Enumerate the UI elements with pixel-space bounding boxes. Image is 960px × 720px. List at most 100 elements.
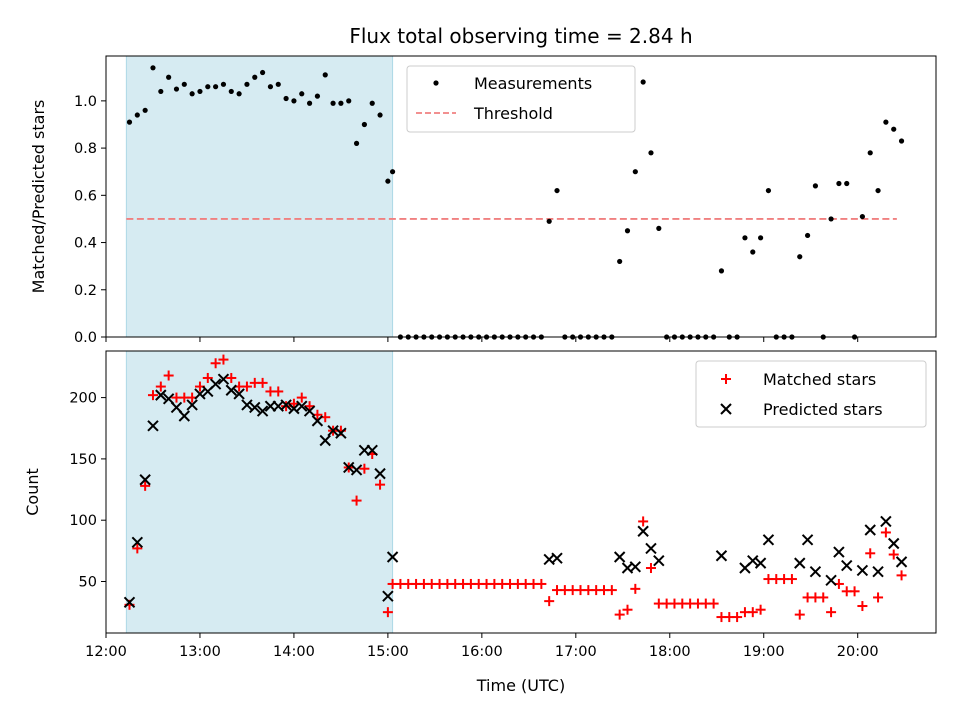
measurement-point-99 [898, 138, 905, 144]
matched-star-point-67 [645, 563, 656, 574]
matched-star-point-15 [241, 381, 252, 392]
predicted-star-point-16 [249, 401, 261, 414]
matched-star-point-75 [708, 598, 719, 609]
predicted-star-point-11 [209, 378, 222, 390]
predicted-star-point-20 [280, 399, 292, 411]
measurement-point-68 [656, 225, 662, 231]
measurement-point-10 [205, 84, 211, 90]
predicted-star-point-45 [747, 554, 759, 567]
predicted-star-point-34 [386, 551, 399, 563]
measurement-point-9 [197, 88, 203, 95]
predicted-star-point-4 [155, 389, 167, 401]
observing-interval-shade-top [125, 55, 394, 338]
predicted-star-point-7 [178, 410, 191, 422]
matched-star-point-13 [226, 372, 237, 383]
predicted-star-point-59 [895, 556, 908, 568]
measurement-point-79 [742, 235, 748, 241]
predicted-star-point-21 [288, 402, 300, 415]
x-tick-label-3: 15:00 [367, 644, 409, 660]
legend-box-bottom [695, 360, 927, 428]
matched-star-point-64 [622, 604, 633, 615]
measurement-point-54 [546, 218, 552, 224]
predicted-star-point-0 [123, 596, 136, 609]
predicted-star-point-23 [303, 405, 316, 417]
predicted-star-point-48 [794, 557, 806, 569]
measurement-point-82 [765, 187, 772, 194]
measurement-point-26 [330, 100, 336, 106]
measurement-point-55 [554, 187, 560, 194]
y-axis-label-top: Matched/Predicted stars [29, 100, 48, 294]
measurement-point-12 [220, 81, 227, 87]
matched-star-point-22 [296, 392, 307, 403]
x-tick-label-4: 16:00 [461, 644, 503, 660]
predicted-star-point-8 [186, 399, 198, 411]
x-tick-label-1: 13:00 [179, 644, 221, 660]
matched-star-point-19 [273, 386, 284, 397]
measurement-point-33 [385, 178, 391, 184]
plot-frame-bottom [105, 350, 937, 634]
matched-star-point-54 [544, 596, 555, 607]
legend-x-glyph [720, 403, 732, 415]
measurement-point-66 [640, 79, 646, 85]
count-axes: 50 100 150 200 12:00 13:00 14:00 15:00 16:00 17:… [23, 350, 937, 695]
predicted-star-point-39 [629, 561, 642, 573]
legend-marker-matched [721, 374, 731, 384]
matched-star-point-86 [794, 609, 805, 620]
measurement-point-23 [306, 100, 313, 106]
matched-star-point-63 [614, 609, 625, 620]
measurement-point-17 [260, 69, 266, 76]
legend-marker-predicted [720, 403, 732, 415]
matched-star-point-97 [880, 527, 891, 538]
predicted-star-point-32 [374, 467, 386, 480]
predicted-star-point-26 [327, 424, 339, 437]
y-axis-ticks-top: 0.0 0.2 0.4 0.6 0.8 1.0 [74, 94, 106, 346]
measurement-point-11 [213, 84, 219, 90]
legend-label-predicted: Predicted stars [763, 400, 883, 419]
x-axis-ticks-bottom: 12:00 13:00 14:00 15:00 16:00 17:00 18:00 19:00… [85, 633, 879, 660]
measurement-point-16 [252, 74, 258, 80]
predicted-star-point-53 [841, 559, 853, 572]
measurement-point-63 [617, 258, 623, 265]
matched-star-point-90 [826, 607, 837, 618]
y-tick-label-top-1: 0.2 [74, 283, 97, 299]
matched-star-point-62 [606, 585, 617, 596]
x-tick-label-7: 19:00 [743, 644, 785, 660]
measurement-point-1 [134, 112, 140, 118]
x-tick-label-5: 17:00 [555, 644, 597, 660]
measurement-point-31 [369, 100, 375, 106]
predicted-star-point-3 [147, 420, 159, 432]
predicted-star-point-47 [762, 534, 775, 546]
x-axis-ticks-top [105, 337, 859, 342]
matched-star-point-5 [163, 370, 174, 381]
measurement-point-91 [836, 180, 842, 187]
matched-star-point-80 [747, 607, 758, 618]
predicted-star-point-25 [319, 434, 331, 447]
y-tick-label-bottom-1: 100 [69, 513, 97, 529]
y-tick-label-top-5: 1.0 [74, 94, 97, 110]
measurement-point-64 [624, 228, 631, 234]
predicted-star-point-58 [888, 537, 900, 550]
y-tick-label-bottom-2: 150 [69, 452, 97, 468]
x-axis-label: Time (UTC) [476, 676, 565, 695]
x-tick-label-2: 14:00 [273, 644, 315, 660]
measurement-point-28 [346, 98, 352, 104]
measurement-point-13 [228, 88, 234, 95]
measurement-point-3 [150, 65, 156, 71]
measurement-point-20 [283, 95, 289, 102]
predicted-star-point-36 [551, 552, 563, 564]
measurement-point-76 [718, 268, 725, 274]
predicted-star-point-56 [872, 565, 884, 578]
measurement-point-25 [322, 72, 328, 78]
measurement-point-92 [844, 180, 850, 187]
measurement-point-8 [189, 91, 195, 97]
predicted-star-point-9 [194, 388, 206, 400]
legend-marker-measurements [433, 80, 439, 86]
measurement-point-96 [875, 187, 881, 194]
measurement-point-80 [750, 249, 756, 255]
predicted-star-point-12 [217, 373, 230, 385]
ratio-axes: 0.0 0.2 0.4 0.6 0.8 1.0 Flux total observing … [29, 24, 937, 346]
legend-plus-glyph [721, 374, 731, 384]
matched-star-point-12 [218, 354, 229, 365]
measurement-point-30 [361, 121, 367, 128]
